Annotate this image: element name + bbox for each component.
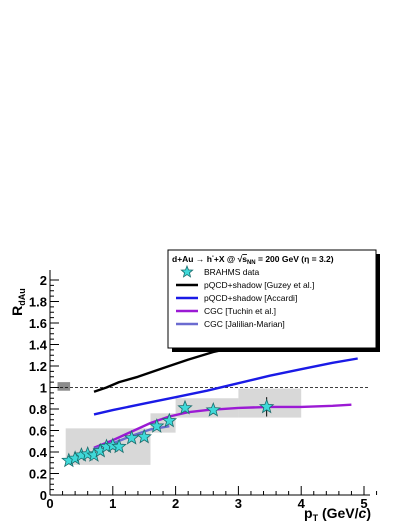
x-axis-title-sub: T — [313, 513, 319, 523]
legend-label-2: pQCD+shadow [Guzey et al.] — [204, 280, 314, 290]
x-tick-label-3: 3 — [235, 496, 242, 511]
legend-title-sqrt: √ — [238, 254, 243, 264]
axes: 0 1 2 3 4 5 0 0.2 0.4 0.6 0.8 1 1.2 1.4 1.6 1.8 2 — [29, 270, 378, 511]
x-axis-title-unit-italic: c — [359, 505, 367, 521]
legend-entries: BRAHMS data pQCD+shadow [Guzey et al.] pQC… — [176, 264, 314, 329]
y-tick-label-0.2: 0.2 — [29, 467, 47, 482]
y-tick-label-0.4: 0.4 — [29, 445, 48, 460]
data-point-11 — [136, 428, 152, 444]
y-tick-label-1.8: 1.8 — [29, 295, 47, 310]
legend-marker-star — [180, 264, 194, 278]
y-tick-label-2: 2 — [40, 273, 47, 288]
series-line-2 — [93, 357, 358, 416]
x-tick-label-4: 4 — [298, 496, 306, 511]
y-axis-title-sub: dAu — [17, 288, 27, 306]
legend-title-nn: NN — [247, 260, 256, 266]
legend-label-5: CGC [Jalilian-Marian] — [204, 319, 285, 329]
series-line-3 — [93, 403, 352, 449]
data-point-16 — [258, 398, 275, 414]
y-tick-label-0.6: 0.6 — [29, 424, 47, 439]
x-tick-label-0: 0 — [46, 496, 53, 511]
y-tick-label-1.4: 1.4 — [29, 338, 48, 353]
x-tick-label-5: 5 — [360, 496, 367, 511]
data-point-9 — [111, 438, 127, 454]
legend-label-1: BRAHMS data — [204, 267, 260, 277]
x-axis-title-main: p — [304, 505, 313, 521]
y-axis-title: RdAu — [9, 288, 27, 316]
data-point-15 — [205, 401, 221, 417]
x-axis-title-unit-open: (GeV/ — [322, 505, 359, 521]
data-points — [61, 397, 275, 468]
data-point-12 — [149, 418, 165, 433]
normalization-box — [57, 382, 71, 391]
legend-title-part-2: +X @ — [214, 254, 238, 264]
y-axis-title-main: R — [9, 306, 25, 316]
data-point-13 — [161, 412, 178, 428]
legend-title-part-3: = 200 GeV (η = 3.2) — [256, 254, 334, 264]
y-tick-label-0.8: 0.8 — [29, 402, 47, 417]
y-tick-label-1.2: 1.2 — [29, 359, 47, 374]
legend-box — [167, 249, 377, 349]
legend-label-3: pQCD+shadow [Accardi] — [204, 293, 297, 303]
x-tick-label-2: 2 — [172, 496, 179, 511]
y-tick-label-1: 1 — [40, 381, 47, 396]
data-point-10 — [123, 429, 140, 445]
x-tick-label-1: 1 — [109, 496, 116, 511]
x-axis-title-unit-close: ) — [366, 505, 371, 521]
data-point-14 — [177, 399, 193, 415]
legend-title-s: s — [242, 254, 247, 264]
legend-title-charge: - — [212, 254, 214, 260]
y-tick-label-1.6: 1.6 — [29, 316, 47, 331]
legend: d+Au → h-+X @ √sNN = 200 GeV (η = 3.2) B… — [167, 249, 380, 352]
legend-label-4: CGC [Tuchin et al.] — [204, 306, 276, 316]
sys-band-4 — [238, 388, 302, 418]
legend-title-part-1: d+Au → h — [172, 254, 212, 264]
x-axis-title: pT (GeV/c) — [304, 505, 371, 523]
y-tick-label-0: 0 — [40, 488, 47, 503]
legend-title: d+Au → h-+X @ √sNN = 200 GeV (η = 3.2) — [172, 254, 334, 266]
